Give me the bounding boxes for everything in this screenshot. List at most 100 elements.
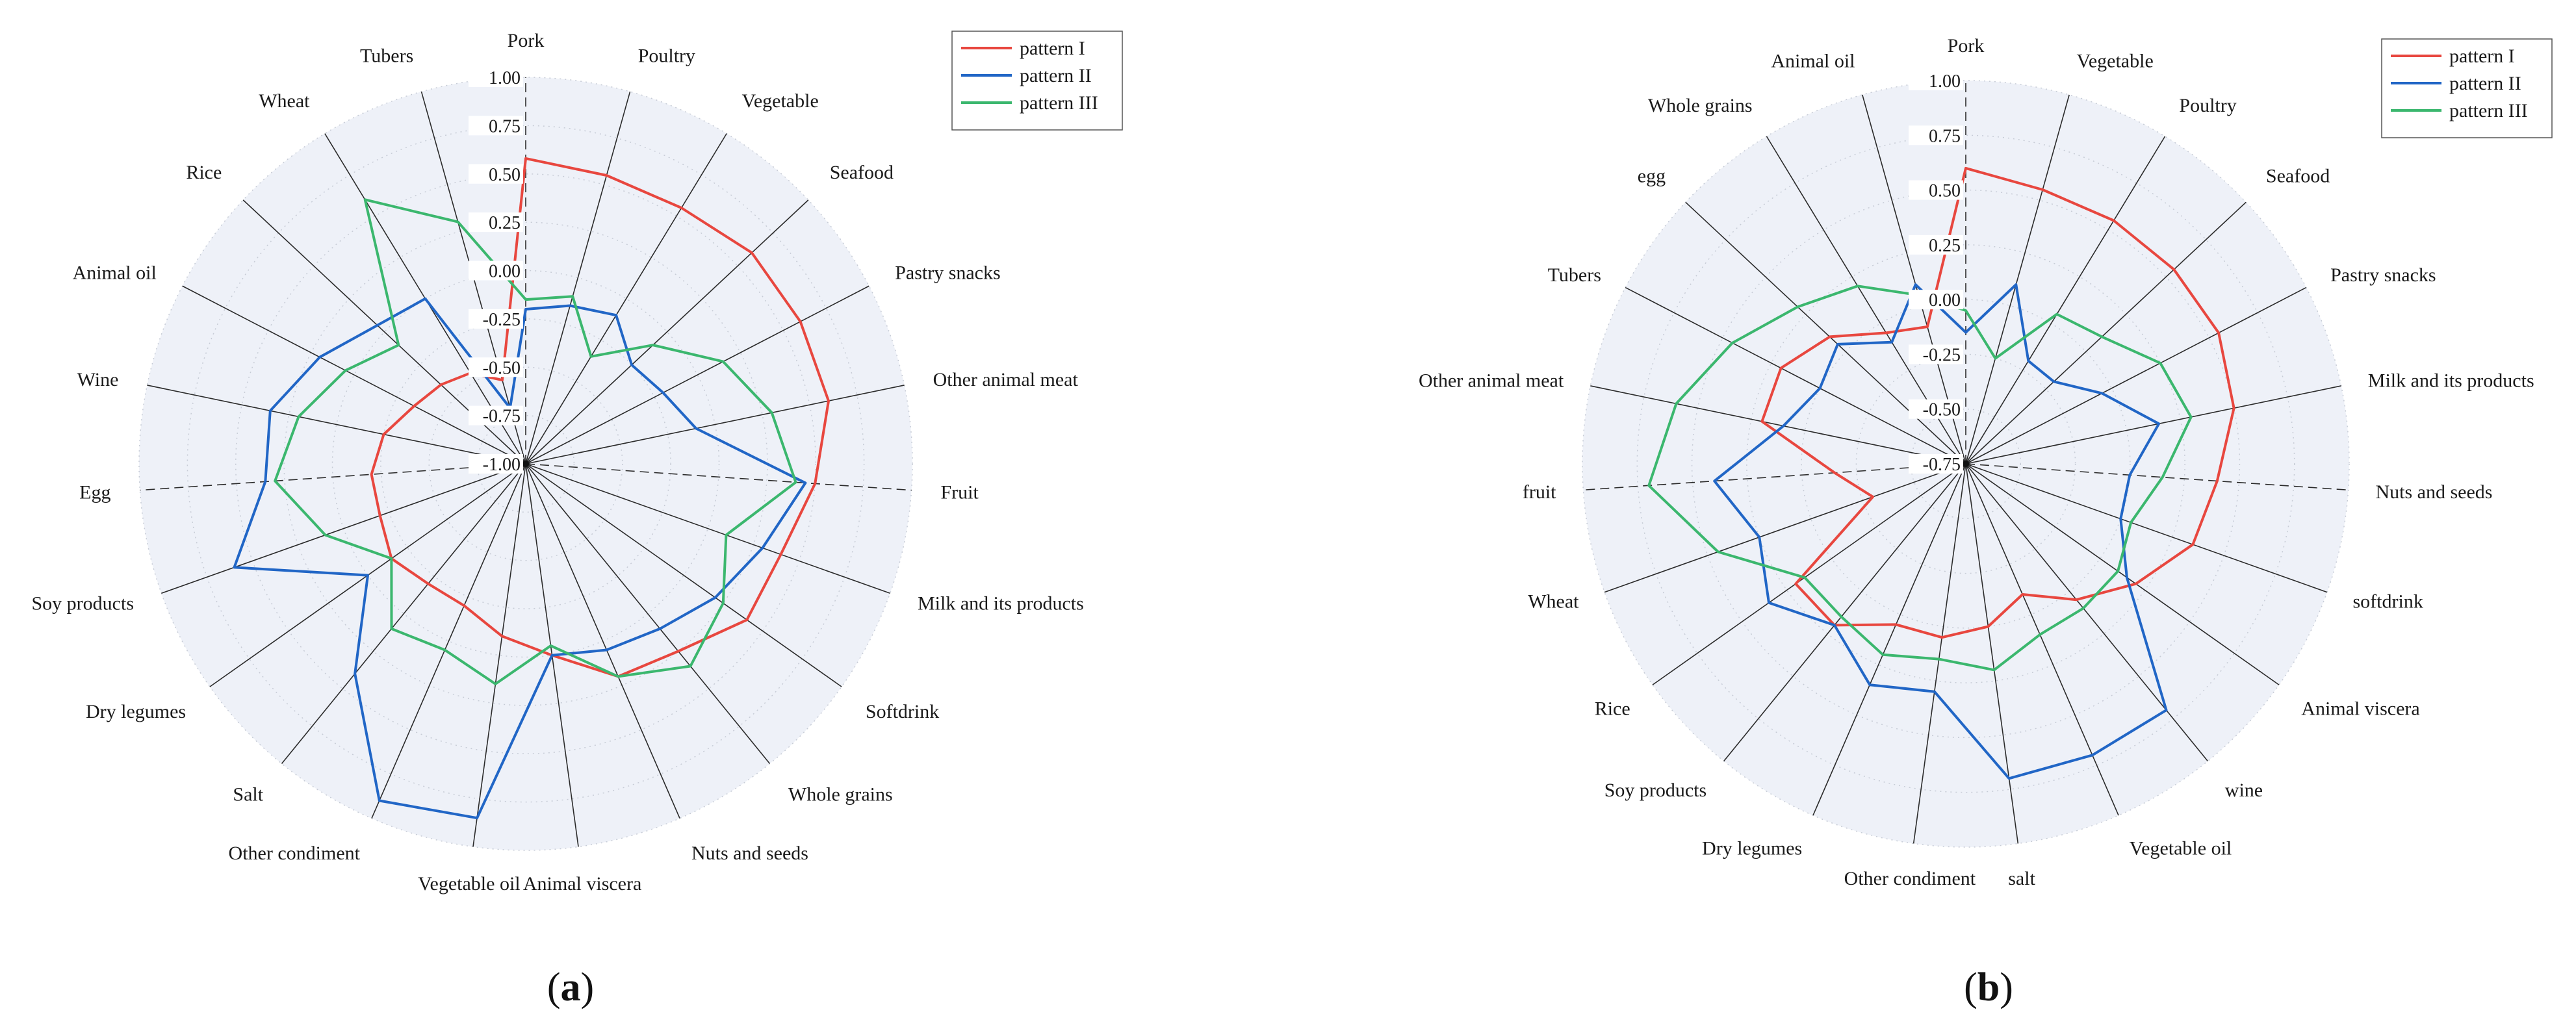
spoke [1965,463,2280,685]
spoke [525,285,869,464]
category-label-whole-grains: Whole grains [788,784,893,806]
legend-label-pattern-ii: pattern II [2449,73,2521,94]
tick-label: 0.75 [489,116,521,136]
center-point [522,461,529,467]
tick-label-bg [1909,344,1963,364]
tick-label-bg [469,309,523,329]
grid-ring [428,366,623,561]
radar-chart-b: 1.00 0.75 0.50 0.25 0.00 -0.25 -0.50 -0.75 Pork V… [1419,35,2553,889]
spoke [1583,463,1966,491]
tick-label: 0.25 [1929,236,1961,256]
spoke [1913,463,1966,844]
spoke [1604,463,1966,593]
spoke [525,91,631,464]
category-label-vegetable-oil: Vegetable oil [2130,838,2232,859]
category-label-seafood: Seafood [2266,166,2330,187]
spoke [525,133,727,464]
category-label-other-animal-meat: Other animal meat [933,369,1079,390]
category-label-other-animal-meat: Other animal meat [1419,370,1564,391]
tick-label-bg [1909,454,1963,474]
category-label-fruit: fruit [1523,481,1556,503]
tick-label: -0.25 [1923,345,1961,365]
spoke [1723,463,1966,762]
spoke [147,385,526,464]
category-label-rice: Rice [1595,698,1630,720]
tick-label: 0.50 [489,165,521,185]
spoke [525,385,905,464]
spoke [281,463,526,765]
category-label-soy-products: Soy products [32,592,135,614]
grid-ring [1855,353,2076,574]
legend-label-pattern-iii: pattern III [1020,92,1098,114]
panel-label-b: (b) [1964,965,2013,1010]
spoke [525,463,842,687]
spoke [1965,463,2349,491]
tick-label-bg [469,116,523,136]
spoke [1965,286,2307,464]
series-line-pattern-i [1760,166,2235,639]
tick-label-bg [469,260,523,281]
tick-label: -0.50 [1923,400,1961,420]
panel-label-b-letter: b [1977,965,2000,1010]
legend-label-pattern-i: pattern I [2449,45,2515,67]
spoke [1965,136,2166,464]
category-label-whole-grains: Whole grains [1648,95,1753,116]
spoke [1965,463,2119,816]
tick-label-bg [469,405,523,425]
category-label-nuts-and-seeds: Nuts and seeds [2376,481,2493,503]
grid-ring [380,318,671,609]
axis-ticks: 1.00 0.75 0.50 0.25 0.00 -0.25 -0.50 -0.75 [1909,71,1963,475]
spoke [371,463,526,819]
spoke [1965,463,2328,593]
grid-ring [1801,299,2131,629]
tick-label: 0.75 [1929,126,1961,146]
axis-ticks: 1.00 0.75 0.50 0.25 0.00 -0.25 -0.50 -0.75 -1.00 [469,68,523,475]
spoke [1965,94,2070,464]
tick-label: 0.25 [489,213,521,233]
spoke [1965,463,2208,762]
category-label-other-condiment: Other condiment [229,843,361,864]
spoke [1652,463,1966,685]
tick-label: -0.25 [483,310,521,330]
category-label-softdrink: Softdrink [866,701,939,722]
legend-label-pattern-i: pattern I [1020,38,1085,59]
category-label-egg: egg [1638,166,1666,187]
category-label-animal-viscera: Animal viscera [523,873,641,895]
category-label-tubers: Tubers [360,45,413,67]
category-label-tubers: Tubers [1548,264,1601,286]
spoke [1965,463,2019,844]
series-line-pattern-i [370,157,830,678]
spoke [182,285,526,464]
category-label-vegetable: Vegetable [742,90,819,112]
tick-label-bg [469,164,523,184]
spoke [140,463,526,491]
tick-label-bg [1909,180,1963,200]
category-label-animal-oil: Animal oil [1771,50,1855,71]
category-label-salt: Salt [233,784,263,806]
category-label-egg: Egg [79,482,110,503]
grid-ring [235,173,816,754]
spoke [525,463,890,594]
spoke [1685,201,1966,464]
category-label-animal-oil: Animal oil [73,262,157,284]
legend: pattern I pattern II pattern III [951,31,1123,131]
category-label-vegetable-oil: Vegetable oil [418,873,520,895]
tick-label-bg [469,212,523,233]
spoke [1965,201,2247,464]
series-line-pattern-iii [1647,285,2193,672]
category-label-pork: Pork [508,30,545,51]
spoke [1625,286,1966,464]
category-label-poultry: Poultry [2179,95,2236,116]
spoke [161,463,526,594]
series-line-pattern-ii [233,297,807,820]
tick-label-bg [1909,290,1963,310]
radar-chart-a: 1.00 0.75 0.50 0.25 0.00 -0.25 -0.50 -0.75 -1.00… [32,30,1123,895]
grid-ring [138,77,913,851]
category-label-vegetable: Vegetable [2077,50,2154,71]
category-label-rice: Rice [186,162,222,183]
category-label-pastry-snacks: Pastry snacks [2330,264,2436,286]
grid-ring [1636,134,2295,793]
tick-label: 1.00 [489,68,521,88]
category-label-dry-legumes: Dry legumes [1702,838,1802,859]
tick-label: 1.00 [1929,71,1961,92]
